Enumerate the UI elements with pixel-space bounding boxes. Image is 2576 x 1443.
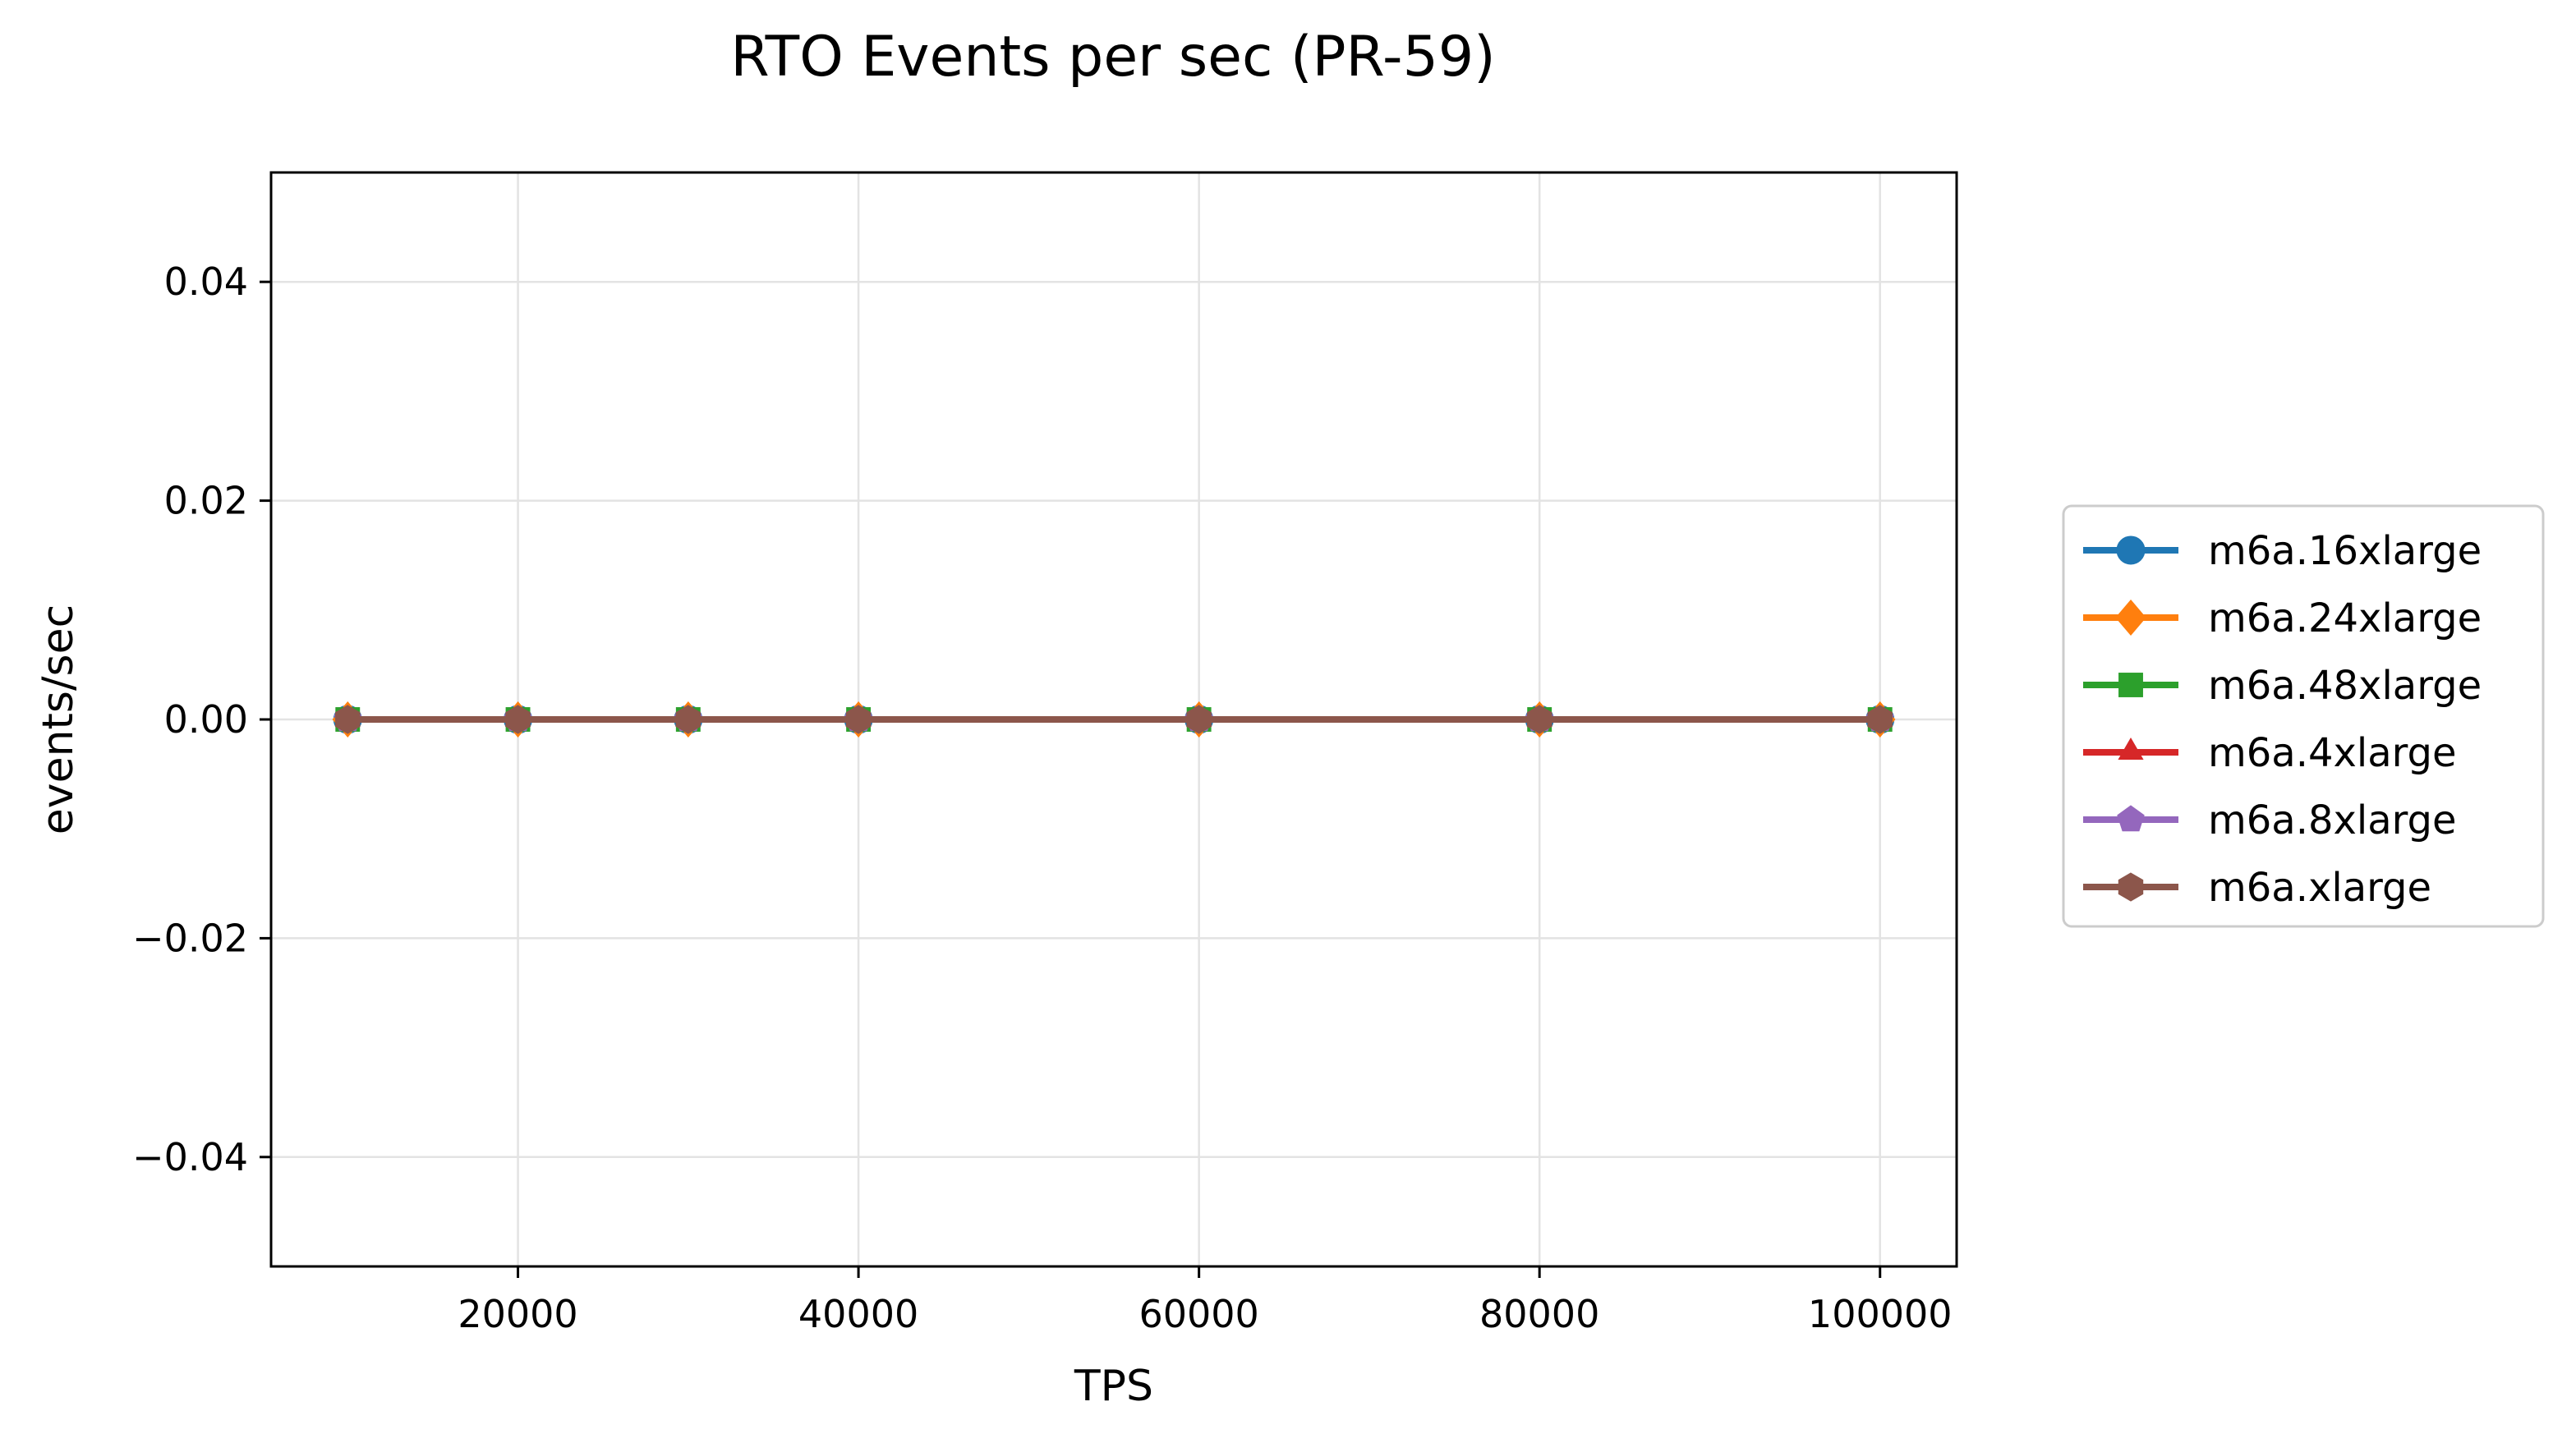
legend-label: m6a.xlarge (2208, 865, 2431, 911)
legend-label: m6a.4xlarge (2208, 730, 2457, 776)
x-tick-label: 100000 (1808, 1292, 1953, 1336)
y-tick-label: 0.04 (164, 260, 248, 304)
legend-item: m6a.48xlarge (2083, 663, 2482, 709)
legend-frame (2062, 504, 2545, 928)
data-point (845, 705, 872, 734)
x-tick-label: 40000 (798, 1292, 918, 1336)
legend-label: m6a.16xlarge (2208, 528, 2482, 574)
y-tick-label: −0.04 (132, 1135, 248, 1179)
x-tick-label: 80000 (1479, 1292, 1599, 1336)
data-point (1186, 705, 1212, 734)
legend-item: m6a.8xlarge (2083, 797, 2457, 843)
y-tick-label: 0.02 (164, 479, 248, 523)
series-layer (332, 701, 1896, 738)
series-m6a.xlarge (335, 705, 1893, 734)
data-point (335, 705, 361, 734)
y-axis-label: events/sec (34, 604, 83, 834)
y-tick-label: 0.00 (164, 697, 248, 742)
legend-item: m6a.xlarge (2083, 865, 2431, 911)
x-axis-ticks: 20000 40000 60000 80000 100000 (458, 1266, 1953, 1336)
legend-item: m6a.24xlarge (2083, 595, 2482, 641)
legend-marker (2116, 535, 2146, 565)
legend-label: m6a.8xlarge (2208, 797, 2457, 843)
y-tick-label: −0.02 (132, 916, 248, 960)
legend: m6a.16xlarge m6a.24xlarge m6a.48xlarge m6a.… (2062, 504, 2545, 928)
y-axis-ticks: −0.04 −0.02 0.00 0.02 0.04 (132, 260, 271, 1179)
legend-label: m6a.48xlarge (2208, 663, 2482, 709)
legend-marker (2117, 805, 2145, 832)
legend-item: m6a.4xlarge (2083, 730, 2457, 776)
data-point (1526, 705, 1552, 734)
data-point (675, 705, 702, 734)
x-tick-label: 60000 (1138, 1292, 1258, 1336)
data-point (505, 705, 531, 734)
legend-marker (2118, 872, 2144, 902)
x-axis-label: TPS (1074, 1362, 1153, 1411)
data-point (1867, 705, 1893, 734)
legend-marker (2118, 737, 2144, 760)
chart-title: RTO Events per sec (PR-59) (730, 25, 1495, 90)
legend-marker (2118, 673, 2143, 697)
legend-item: m6a.16xlarge (2083, 528, 2482, 574)
legend-marker (2115, 599, 2146, 636)
x-tick-label: 20000 (458, 1292, 577, 1336)
legend-label: m6a.24xlarge (2208, 595, 2482, 641)
